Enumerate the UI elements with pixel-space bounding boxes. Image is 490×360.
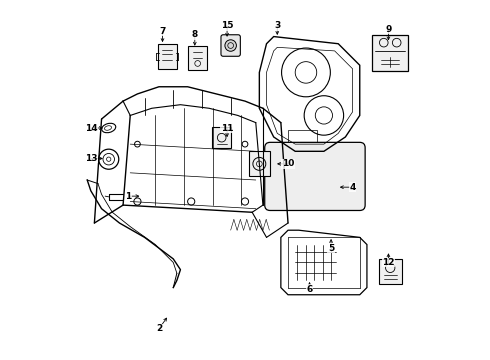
FancyBboxPatch shape bbox=[372, 35, 408, 71]
FancyBboxPatch shape bbox=[188, 46, 207, 71]
Text: 1: 1 bbox=[125, 192, 132, 201]
Text: 11: 11 bbox=[221, 123, 233, 132]
FancyBboxPatch shape bbox=[158, 44, 176, 69]
Text: 2: 2 bbox=[156, 324, 162, 333]
FancyBboxPatch shape bbox=[265, 142, 365, 211]
Text: 14: 14 bbox=[85, 123, 98, 132]
Circle shape bbox=[225, 40, 236, 51]
FancyBboxPatch shape bbox=[379, 259, 402, 284]
Text: 12: 12 bbox=[382, 258, 394, 267]
Text: 8: 8 bbox=[192, 30, 198, 39]
Text: 7: 7 bbox=[159, 27, 166, 36]
Text: 13: 13 bbox=[85, 154, 98, 163]
FancyBboxPatch shape bbox=[221, 35, 240, 56]
Text: 3: 3 bbox=[274, 21, 280, 30]
Text: 9: 9 bbox=[385, 25, 392, 34]
FancyBboxPatch shape bbox=[212, 127, 231, 148]
Text: 10: 10 bbox=[282, 159, 294, 168]
Text: 5: 5 bbox=[328, 244, 334, 253]
Text: 4: 4 bbox=[349, 183, 356, 192]
Text: 15: 15 bbox=[221, 21, 233, 30]
FancyBboxPatch shape bbox=[249, 152, 270, 176]
Text: 6: 6 bbox=[306, 285, 313, 294]
